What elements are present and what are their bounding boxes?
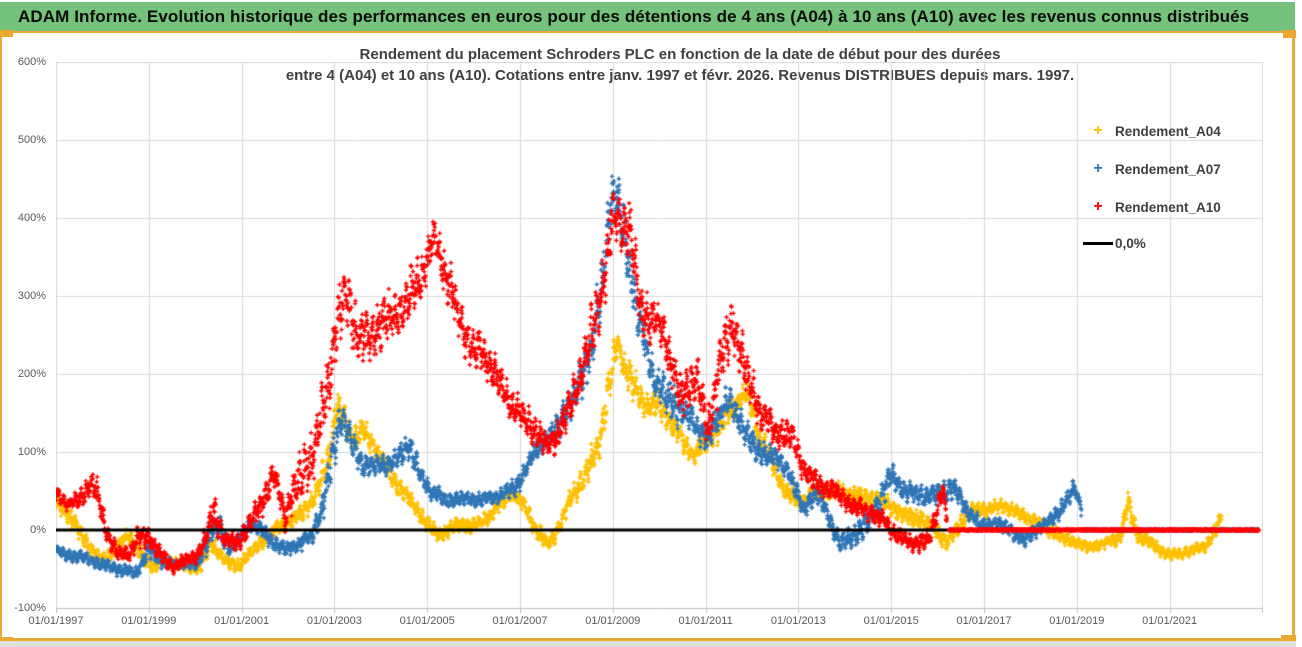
x-axis-label[interactable]: 01/01/2003 — [306, 615, 362, 627]
x-axis-label[interactable]: 01/01/2009 — [585, 615, 641, 627]
legend-label: Rendement_A10 — [1115, 199, 1221, 215]
header-title: ADAM Informe. Evolution historique des p… — [18, 7, 1250, 26]
legend-line-marker-icon — [1083, 241, 1113, 245]
header-bar[interactable]: ADAM Informe. Evolution historique des p… — [0, 0, 1295, 32]
legend-item-rendement-a10[interactable]: + Rendement_A10 — [1083, 196, 1283, 218]
selection-border-top — [0, 31, 1295, 33]
selection-handle-top-right[interactable] — [1283, 30, 1296, 38]
selection-handle-bottom-right[interactable] — [1281, 635, 1296, 645]
x-axis-label[interactable]: 01/01/1997 — [28, 615, 84, 627]
chart-title-line1: Rendement du placement Schroders PLC en … — [359, 46, 1001, 63]
x-axis-label[interactable]: 01/01/2005 — [399, 615, 455, 627]
x-axis-label[interactable]: 01/01/2015 — [863, 615, 919, 627]
x-axis-label[interactable]: 01/01/2017 — [956, 615, 1012, 627]
y-axis-label[interactable]: 500% — [17, 134, 46, 146]
x-axis-label[interactable]: 01/01/1999 — [121, 615, 177, 627]
legend-item-rendement-a07[interactable]: + Rendement_A07 — [1083, 158, 1283, 180]
selection-border-bottom — [0, 638, 1296, 641]
y-axis-label[interactable]: 100% — [17, 446, 46, 458]
legend-plus-marker-icon: + — [1093, 198, 1103, 215]
x-axis-label[interactable]: 01/01/2019 — [1049, 615, 1105, 627]
selection-handle-top-left[interactable] — [0, 30, 13, 37]
y-axis-label[interactable]: -100% — [14, 602, 46, 614]
y-axis-label[interactable]: 600% — [17, 56, 46, 68]
plot-area[interactable] — [56, 62, 1263, 614]
y-axis-label[interactable]: 300% — [17, 290, 46, 302]
x-axis-label[interactable]: 01/01/2013 — [770, 615, 826, 627]
x-axis-label[interactable]: 01/01/2011 — [678, 615, 733, 627]
legend-label: Rendement_A07 — [1115, 161, 1221, 177]
x-axis-label[interactable]: 01/01/2001 — [214, 615, 270, 627]
legend-item-0-0-[interactable]: 0,0% — [1083, 232, 1283, 254]
legend-plus-marker-icon: + — [1093, 160, 1103, 177]
x-axis-label[interactable]: 01/01/2021 — [1142, 615, 1198, 627]
sheet-row-below-chart — [0, 641, 1296, 647]
y-axis-label[interactable]: 400% — [17, 212, 46, 224]
selection-border-left — [0, 31, 2, 641]
y-axis-label[interactable]: 200% — [17, 368, 46, 380]
y-axis-label[interactable]: 0% — [30, 524, 46, 536]
legend-label: 0,0% — [1115, 235, 1146, 251]
legend-plus-marker-icon: + — [1093, 122, 1103, 139]
selection-border-right — [1292, 31, 1295, 641]
x-axis-label[interactable]: 01/01/2007 — [492, 615, 548, 627]
legend-label: Rendement_A04 — [1115, 123, 1221, 139]
legend-item-rendement-a04[interactable]: + Rendement_A04 — [1083, 120, 1283, 142]
